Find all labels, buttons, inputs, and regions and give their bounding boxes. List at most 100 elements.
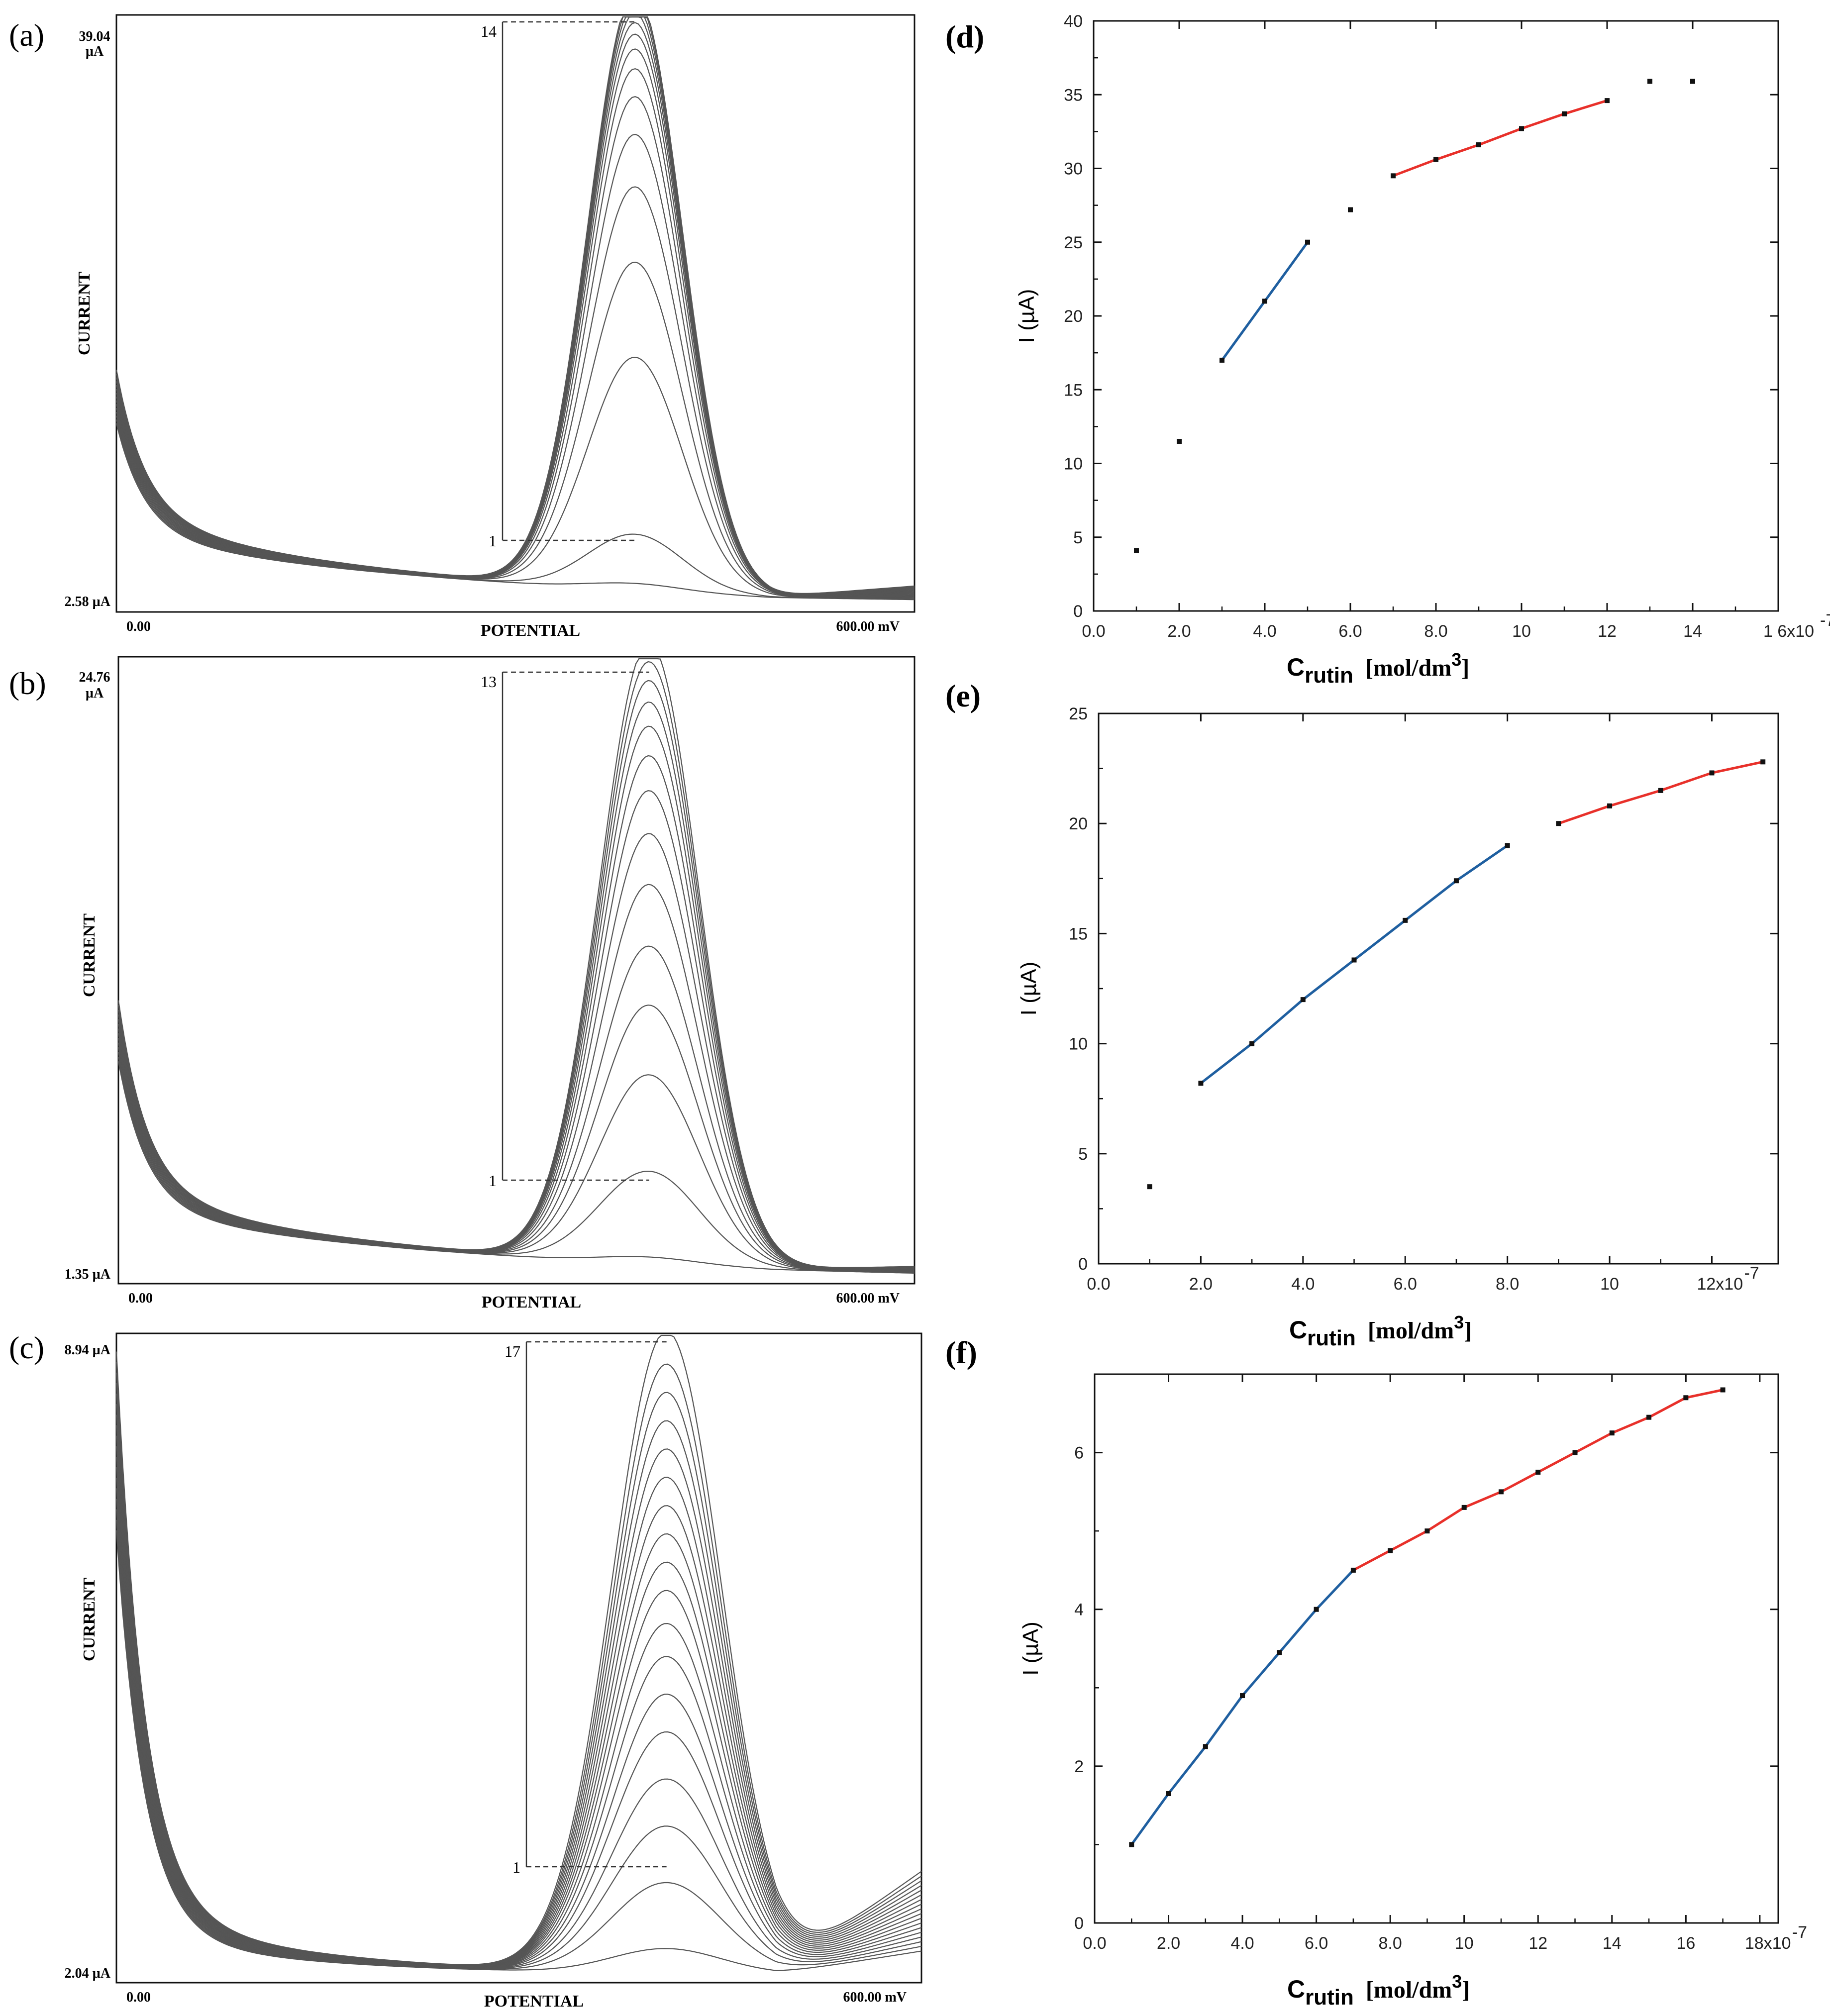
x-tick-label: 12 [1598, 622, 1617, 641]
x-start-label: 0.00 [126, 619, 151, 634]
baseline-curve [117, 1061, 915, 1274]
x-axis-label-unit: [mol/dm [1365, 655, 1451, 681]
y-tick-label: 0 [1074, 1914, 1084, 1933]
voltammogram-curve [115, 96, 915, 597]
bracket-bottom-label: 1 [489, 1172, 497, 1190]
series-line-2 [1352, 1389, 1724, 1572]
voltammogram-curve [115, 1456, 922, 1968]
plot-frame [1094, 1373, 1779, 1924]
x-axis-label-sup: 3 [1452, 1971, 1462, 1992]
data-point [1690, 79, 1695, 84]
data-point [1498, 1489, 1504, 1495]
x-exponent-label: -7 [1744, 1264, 1759, 1283]
panel-label: (c) [9, 1330, 44, 1365]
series-line-1 [1130, 1569, 1354, 1845]
plot-frame [1098, 712, 1779, 1265]
voltammogram-curve [115, 16, 915, 595]
voltammogram-curve [117, 790, 915, 1270]
x-tick-label: 6.0 [1305, 1934, 1328, 1953]
x-tick-label: 8.0 [1496, 1275, 1519, 1294]
y-axis-label: I (µA) [1015, 289, 1039, 343]
data-point [1424, 1528, 1430, 1534]
x-axis-label: Crutin [mol/dm3] [1289, 1312, 1472, 1350]
x-tick-label: 18x10 [1745, 1934, 1791, 1953]
x-tick-label: 0.0 [1087, 1275, 1110, 1294]
data-point [1300, 997, 1306, 1003]
voltammogram-curve [117, 661, 915, 1269]
voltammogram-curve [117, 701, 915, 1269]
y-tick-label: 10 [1069, 1035, 1088, 1054]
bracket-top-label: 17 [505, 1342, 520, 1360]
x-start-label: 0.00 [126, 1990, 151, 2005]
data-point [1351, 957, 1357, 963]
data-point [1535, 1469, 1541, 1475]
data-point [1391, 173, 1396, 179]
y-min-label: 2.04 µA [65, 1966, 111, 1981]
y-max-label: 24.76 [79, 670, 110, 685]
bracket-top-label: 14 [481, 22, 497, 40]
data-point [1519, 126, 1524, 131]
data-point [1350, 1567, 1356, 1573]
x-tick-label: 14 [1603, 1934, 1622, 1953]
y-tick-label: 0 [1073, 602, 1083, 621]
voltammogram-curve [117, 884, 915, 1271]
voltammogram-curve [117, 658, 915, 1268]
y-tick-label: 2 [1074, 1757, 1084, 1776]
voltammogram-curve [115, 261, 915, 598]
x-tick-label: 8.0 [1424, 622, 1447, 641]
data-point [1572, 1450, 1578, 1455]
voltammogram-curve [115, 1446, 922, 1968]
y-tick-label: 5 [1078, 1145, 1088, 1164]
y-tick-label: 0 [1078, 1255, 1088, 1274]
y-tick-label: 25 [1064, 233, 1083, 252]
panel-label: (e) [945, 678, 981, 713]
x-tick-label: 2.0 [1157, 1934, 1180, 1953]
voltammogram-curve [115, 1509, 922, 1969]
voltammogram-curve [115, 1383, 922, 1966]
series-line-1 [1200, 844, 1509, 1085]
voltammogram-curve [115, 1404, 922, 1967]
panel-label: (f) [945, 1335, 977, 1370]
data-point [1720, 1387, 1726, 1393]
voltammogram-curve [115, 1394, 922, 1966]
x-axis-label-main: C [1289, 1316, 1307, 1344]
x-axis-label: POTENTIAL [481, 621, 580, 640]
voltammogram-curve [115, 1425, 922, 1967]
plot-frame [115, 1332, 922, 1984]
x-tick-label: 10 [1455, 1934, 1474, 1953]
voltammogram-curve [115, 1467, 922, 1968]
voltammogram-curve [117, 1052, 915, 1273]
plot-frame [1093, 20, 1779, 612]
calibration-panel-e: 0.0 2.0 4.0 6.0 8.0 10 12x10-7 0 5 10 15 20 25 (e) I (… [945, 678, 1779, 1350]
x-axis-label: Crutin [mol/dm3] [1287, 649, 1469, 688]
data-point [1134, 548, 1139, 553]
y-axis-label: CURRENT [75, 272, 94, 355]
voltammogram-curve [117, 833, 915, 1271]
y-tick-label: 20 [1064, 307, 1083, 326]
y-axis-label: CURRENT [80, 913, 99, 997]
data-point [1198, 1081, 1204, 1086]
x-axis-label-main: C [1287, 653, 1305, 681]
bracket-bottom-label: 1 [512, 1858, 520, 1876]
x-tick-label: 10 [1512, 622, 1531, 641]
data-point [1220, 357, 1224, 363]
y-axis-label: I (µA) [1017, 962, 1041, 1015]
voltammogram-curve [115, 22, 915, 596]
voltammogram-curve [115, 16, 915, 594]
x-tick-label: 16 [1676, 1934, 1695, 1953]
y-max-unit: µA [86, 686, 104, 701]
voltammogram-curve [115, 68, 915, 597]
x-tick-label: 8.0 [1379, 1934, 1402, 1953]
curve-number-bracket: 17 1 [505, 1341, 667, 1876]
series-line-2 [1393, 99, 1608, 177]
x-tick-label: 10 [1600, 1275, 1619, 1294]
data-point [1129, 1842, 1134, 1847]
data-point [1433, 157, 1438, 162]
x-tick-label: 0.0 [1082, 622, 1105, 641]
data-point [1760, 759, 1766, 765]
x-end-label: 600.00 mV [843, 1990, 907, 2005]
panel-label: (d) [945, 19, 984, 54]
x-axis-label-sub: rutin [1305, 1985, 1354, 2010]
voltammogram-curve [115, 1372, 922, 1966]
